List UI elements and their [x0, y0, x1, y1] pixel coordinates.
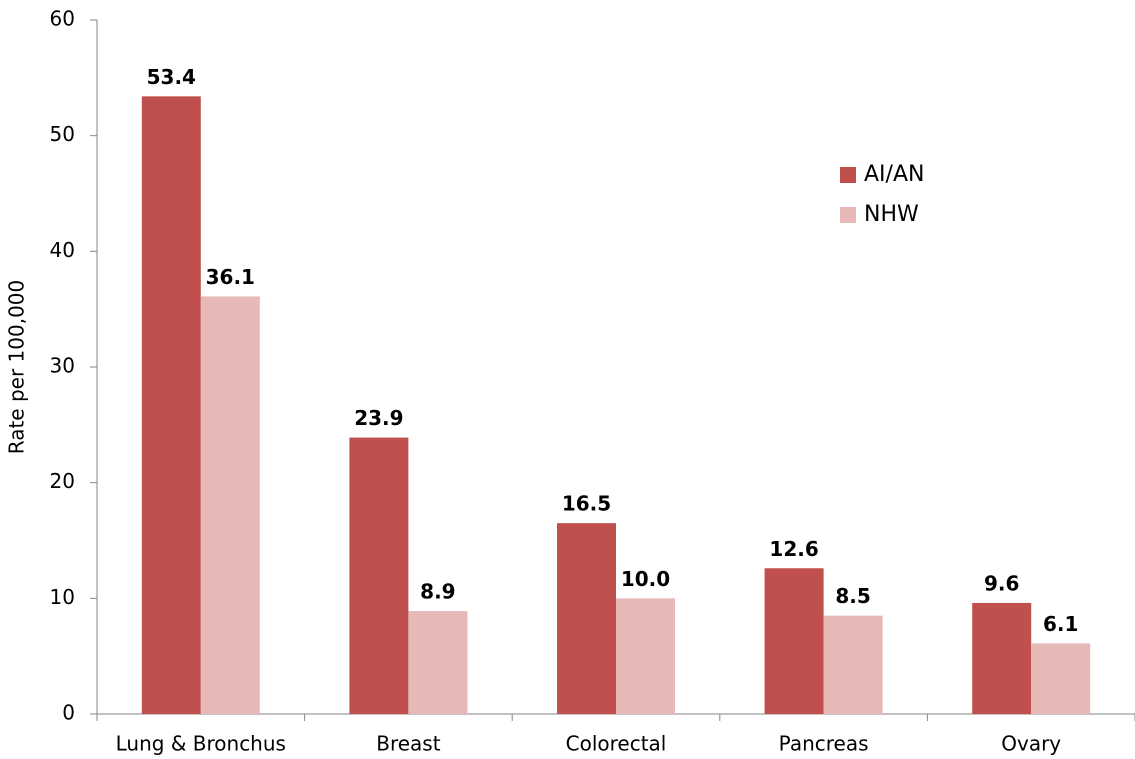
y-tick-label: 10: [50, 585, 75, 609]
y-tick-label: 50: [50, 122, 75, 146]
bar: [408, 611, 468, 714]
bar: [200, 296, 260, 714]
bar: [557, 523, 616, 714]
value-label: 23.9: [354, 406, 403, 430]
y-axis-label: Rate per 100,000: [5, 280, 29, 455]
y-tick-label: 20: [50, 469, 75, 493]
x-tick-label: Lung & Bronchus: [116, 732, 286, 756]
legend-label: NHW: [864, 202, 919, 227]
x-tick-label: Colorectal: [566, 732, 667, 756]
y-tick-label: 0: [62, 701, 75, 725]
y-tick-label: 40: [50, 238, 75, 262]
y-tick-label: 60: [50, 7, 75, 31]
bar: [823, 615, 883, 714]
legend-swatch: [840, 167, 856, 183]
value-label: 6.1: [1043, 612, 1078, 636]
value-label: 10.0: [621, 567, 670, 591]
bar: [616, 598, 675, 714]
value-label: 16.5: [562, 492, 611, 516]
value-label: 53.4: [147, 65, 196, 89]
bar: [972, 602, 1032, 714]
bar: [349, 437, 409, 714]
legend-swatch: [840, 207, 856, 223]
value-label: 9.6: [984, 571, 1019, 595]
x-tick-label: Pancreas: [779, 732, 869, 756]
value-label: 12.6: [769, 537, 818, 561]
bar: [1031, 643, 1091, 714]
bar: [764, 568, 824, 714]
legend-label: AI/AN: [864, 162, 924, 187]
y-tick-label: 30: [50, 354, 75, 378]
value-label: 36.1: [206, 265, 255, 289]
value-label: 8.5: [835, 584, 870, 608]
bar: [141, 96, 201, 715]
value-label: 8.9: [420, 580, 455, 604]
x-tick-label: Breast: [376, 732, 440, 756]
x-tick-label: Ovary: [1001, 732, 1061, 756]
